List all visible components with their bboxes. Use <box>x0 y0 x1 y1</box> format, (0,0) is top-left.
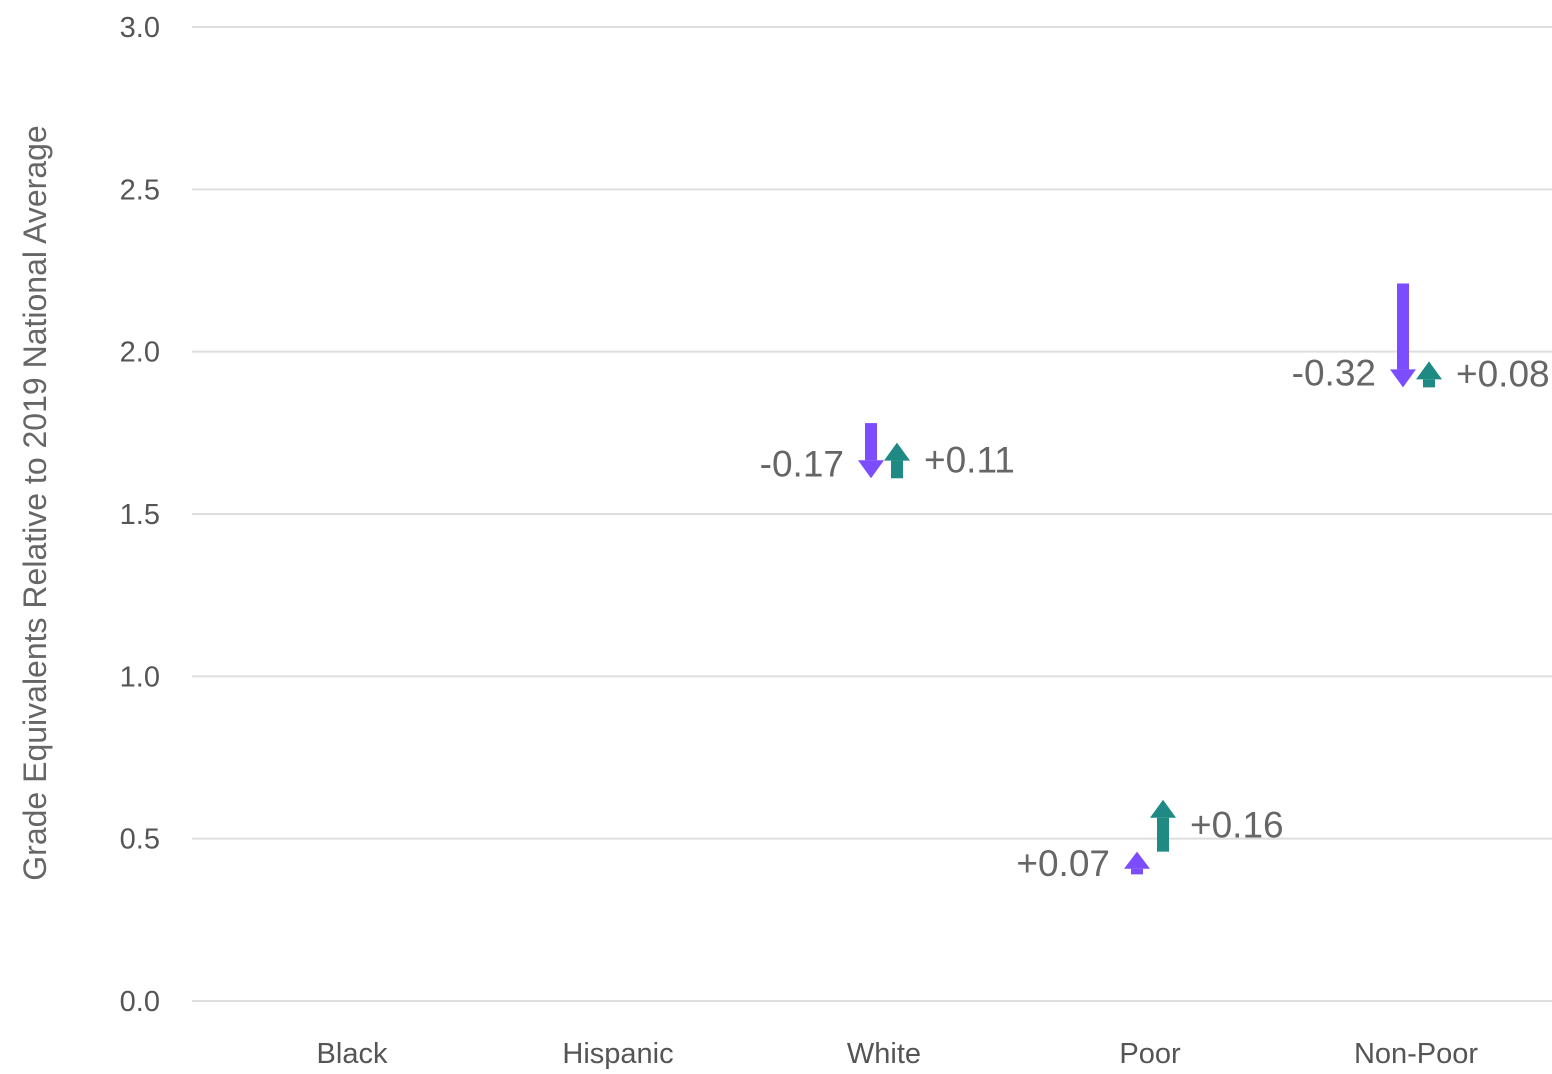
arrow-head <box>1124 851 1150 869</box>
arrow-head <box>1416 361 1442 380</box>
arrow-shaft <box>891 460 903 479</box>
delta-labels: -0.17 +0.07 -0.32 +0.11 +0.16 +0.08 <box>760 352 1550 884</box>
arrow-shaft <box>865 423 877 461</box>
delta-label: +0.08 <box>1456 353 1550 394</box>
y-tick-label: 2.5 <box>120 174 160 206</box>
arrow-mark <box>1416 361 1442 388</box>
arrow-mark <box>1150 799 1176 852</box>
y-tick-label: 1.0 <box>120 661 160 693</box>
delta-label: -0.32 <box>1292 352 1376 393</box>
y-axis-title: Grade Equivalents Relative to 2019 Natio… <box>17 125 53 880</box>
arrow-marks <box>858 283 1442 875</box>
arrow-shaft <box>1397 283 1409 370</box>
x-category-labels: Black Hispanic White Poor Non-Poor <box>317 1038 1479 1070</box>
y-tick-label: 0.5 <box>120 824 160 856</box>
y-tick-label: 1.5 <box>120 499 160 531</box>
x-category-label: White <box>847 1038 921 1070</box>
delta-label: -0.17 <box>760 443 844 484</box>
x-category-label: Non-Poor <box>1354 1038 1478 1070</box>
delta-label: +0.11 <box>924 439 1015 480</box>
arrow-shaft <box>1157 817 1169 852</box>
y-tick-label: 3.0 <box>120 12 160 44</box>
gridlines <box>192 26 1552 1002</box>
x-category-label: Black <box>317 1038 388 1070</box>
arrow-head <box>1390 369 1416 388</box>
arrow-shaft <box>1423 379 1435 388</box>
delta-label: +0.16 <box>1190 805 1284 846</box>
arrow-mark <box>858 423 884 479</box>
x-category-label: Poor <box>1119 1038 1181 1070</box>
arrow-mark <box>884 442 910 479</box>
arrow-shaft <box>1131 868 1143 875</box>
y-tick-labels: 0.0 0.5 1.0 1.5 2.0 2.5 3.0 <box>120 12 160 1018</box>
x-category-label: Hispanic <box>562 1038 673 1070</box>
arrow-head <box>858 460 884 479</box>
arrow-head <box>1150 799 1176 818</box>
arrow-mark <box>1124 851 1150 875</box>
arrow-head <box>884 442 910 461</box>
delta-label: +0.07 <box>1016 843 1110 884</box>
y-tick-label: 2.0 <box>120 337 160 369</box>
y-tick-label: 0.0 <box>120 986 160 1018</box>
arrow-mark <box>1390 283 1416 388</box>
